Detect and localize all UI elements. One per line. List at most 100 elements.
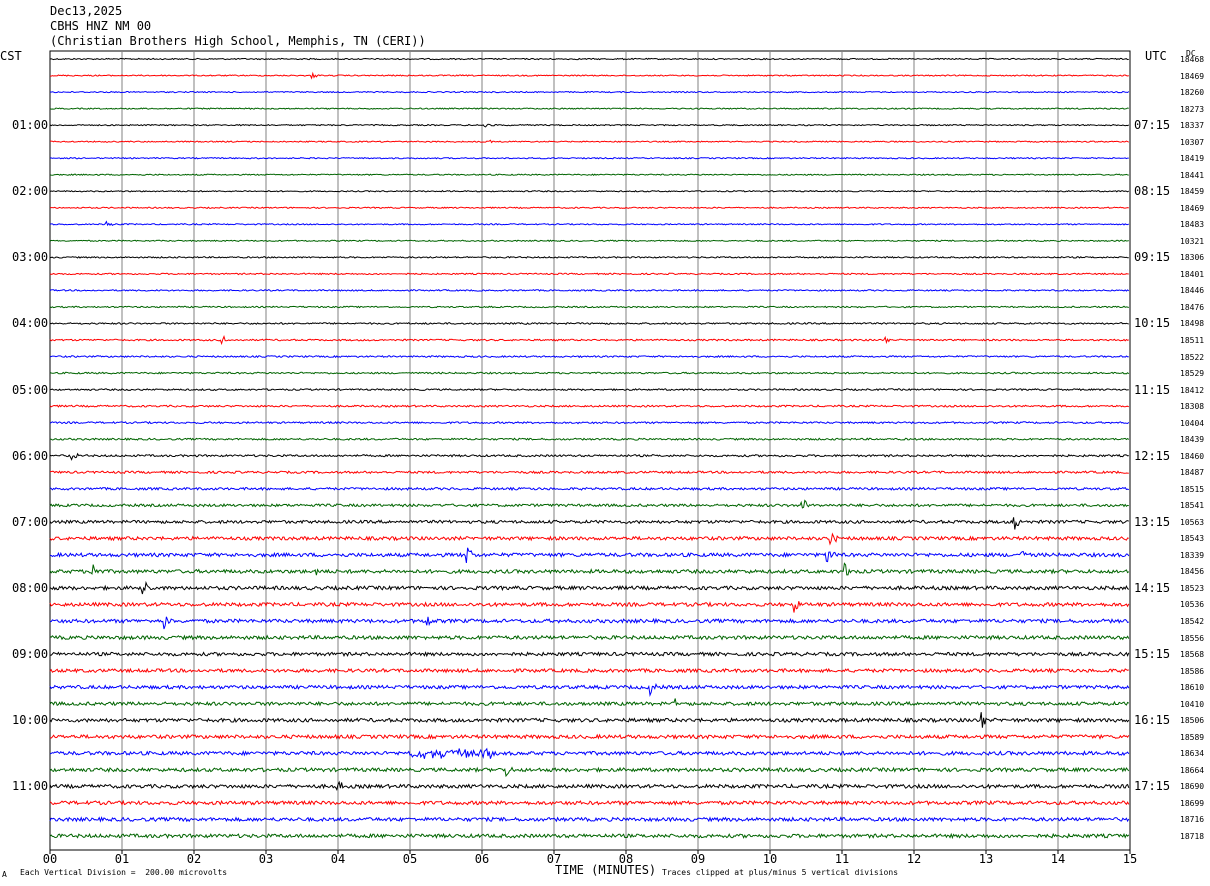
trace-row-35: [49, 616, 1130, 630]
trace-row-37: [49, 651, 1130, 658]
dc-offset-label: 18439: [1180, 435, 1205, 445]
left-hour-label: 02:00: [12, 184, 49, 199]
trace-row-4: [49, 107, 1129, 110]
dc-offset-label: 18522: [1180, 352, 1205, 362]
dc-offset-label: 18337: [1180, 121, 1205, 131]
trace-row-5: [49, 123, 1130, 128]
right-hour-label: 17:15: [1134, 779, 1171, 794]
trace-row-11: [49, 220, 1129, 227]
left-hour-label: 11:00: [12, 779, 49, 794]
dc-offset-label: 18468: [1180, 55, 1205, 64]
right-hour-label: 11:15: [1134, 382, 1171, 397]
x-axis-label: TIME (MINUTES): [555, 863, 657, 877]
trace-row-31: [50, 547, 1130, 563]
trace-row-27: [49, 486, 1129, 492]
trace-row-17: [49, 321, 1129, 325]
trace-row-22: [49, 404, 1130, 408]
x-tick-label: 14: [1050, 852, 1066, 866]
dc-offset-label: 18529: [1180, 369, 1205, 379]
dc-offset-label: 10410: [1180, 699, 1205, 709]
trace-row-21: [49, 387, 1129, 392]
left-timezone-label: CST: [0, 49, 22, 63]
dc-offset-label: 18456: [1180, 567, 1205, 577]
dc-offset-label: 18459: [1180, 187, 1205, 197]
dc-offset-label: 18469: [1180, 71, 1205, 81]
left-hour-label: 09:00: [12, 647, 49, 662]
dc-offset-label: 10404: [1180, 418, 1205, 428]
x-tick-label: 15: [1122, 852, 1138, 866]
dc-offset-label: 18556: [1180, 633, 1205, 643]
dc-offset-label: 18401: [1180, 269, 1205, 279]
trace-row-29: [49, 517, 1129, 530]
trace-row-19: [49, 355, 1129, 359]
trace-row-40: [49, 698, 1130, 707]
dc-offset-label: 18476: [1180, 302, 1205, 312]
dc-offset-label: 18610: [1180, 683, 1205, 693]
dc-offset-label: 18589: [1180, 732, 1205, 742]
trace-row-32: [49, 562, 1130, 576]
trace-row-9: [49, 189, 1130, 193]
trace-row-45: [49, 780, 1130, 791]
trace-row-10: [49, 206, 1129, 210]
x-tick-label: 09: [690, 852, 706, 866]
left-hour-label: 03:00: [12, 250, 49, 265]
dc-offset-label: 18568: [1180, 650, 1205, 660]
dc-offset-label: 18446: [1180, 286, 1205, 296]
dc-offset-label: 18308: [1180, 402, 1205, 412]
dc-offset-label: 10563: [1180, 517, 1205, 527]
trace-row-1: [49, 57, 1129, 61]
trace-row-8: [49, 173, 1129, 176]
dc-offset-label: 18487: [1180, 468, 1205, 478]
x-tick-label: 05: [402, 852, 418, 866]
trace-row-13: [49, 255, 1129, 259]
left-hour-label: 10:00: [12, 713, 49, 728]
right-hour-label: 12:15: [1134, 448, 1171, 463]
trace-row-23: [49, 420, 1130, 425]
dc-offset-label: 18469: [1180, 203, 1205, 213]
dc-offset-label: 18699: [1180, 798, 1205, 808]
trace-row-34: [49, 601, 1130, 613]
dc-offset-label: 18586: [1180, 666, 1205, 676]
trace-row-12: [49, 239, 1129, 243]
trace-row-38: [49, 667, 1129, 674]
x-tick-label: 10: [762, 852, 778, 866]
trace-row-44: [49, 766, 1130, 778]
scale-note: Each Vertical Division = 200.00 microvol…: [20, 868, 228, 877]
station-code: CBHS HNZ NM 00: [50, 19, 152, 33]
dc-offset-label: 18523: [1180, 583, 1205, 593]
trace-row-7: [49, 156, 1129, 160]
dc-offset-label: 18543: [1180, 534, 1205, 544]
x-tick-label: 07: [546, 852, 562, 866]
dc-offset-label: 10536: [1180, 600, 1205, 610]
x-tick-label: 08: [618, 852, 634, 866]
trace-row-30: [49, 532, 1129, 546]
trace-row-6: [50, 139, 1130, 144]
left-hour-label: 08:00: [12, 580, 49, 595]
trace-row-36: [49, 634, 1130, 641]
right-hour-label: 13:15: [1134, 514, 1171, 529]
right-hour-label: 10:15: [1134, 316, 1171, 331]
x-tick-label: 11: [834, 852, 850, 866]
plot-frame: [49, 50, 1131, 851]
dc-offset-label: 18441: [1180, 170, 1205, 180]
x-tick-label: 00: [42, 852, 58, 866]
trace-row-20: [49, 371, 1130, 375]
right-hour-label: 08:15: [1134, 184, 1171, 199]
dc-offset-label: 18690: [1180, 782, 1205, 792]
trace-row-41: [49, 712, 1130, 728]
x-tick-label: 06: [474, 852, 490, 866]
trace-row-48: [49, 832, 1130, 840]
left-hour-label: 05:00: [12, 382, 49, 397]
dc-offset-label: 10307: [1180, 137, 1205, 147]
trace-row-42: [49, 733, 1130, 740]
trace-row-47: [49, 816, 1130, 823]
right-hour-label: 14:15: [1134, 580, 1171, 595]
x-tick-label: 13: [978, 852, 994, 866]
dc-offset-label: 18306: [1180, 253, 1205, 263]
left-hour-label: 04:00: [12, 316, 49, 331]
trace-row-39: [49, 683, 1130, 697]
dc-offset-label: 18483: [1180, 220, 1205, 230]
trace-row-2: [50, 71, 1129, 80]
dc-offset-label: 18273: [1180, 104, 1205, 114]
